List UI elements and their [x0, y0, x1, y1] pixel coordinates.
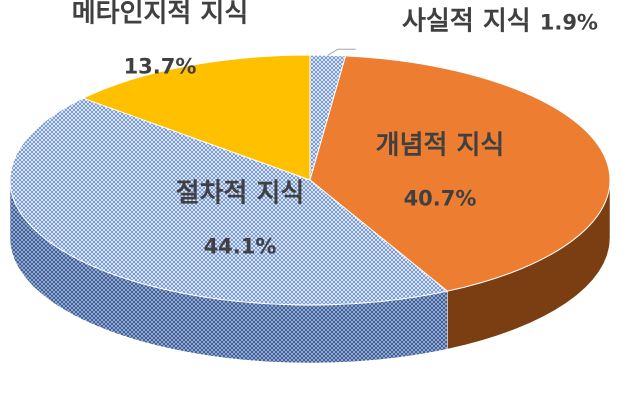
- category-label: 메타인지적 지식: [71, 0, 249, 29]
- leader-line: [327, 48, 356, 56]
- value-label: 13.7%: [123, 54, 197, 79]
- slice: [9, 97, 449, 306]
- value-label: 44.1%: [203, 234, 277, 259]
- value-label: 1.9%: [539, 10, 598, 35]
- slice: [81, 54, 311, 181]
- slice-label: 사실적 지식 1.9%: [370, 7, 629, 38]
- slice-label: 절차적 지식 44.1%: [155, 168, 325, 273]
- value-label: 40.7%: [403, 186, 477, 211]
- category-label: 절차적 지식: [175, 178, 305, 209]
- slice-label: 개념적 지식 40.7%: [340, 120, 540, 225]
- category-label: 개념적 지식: [375, 130, 505, 161]
- slice-label: 메타인지적 지식 13.7%: [50, 0, 270, 93]
- slice: [309, 55, 611, 292]
- category-label: 사실적 지식: [402, 6, 531, 37]
